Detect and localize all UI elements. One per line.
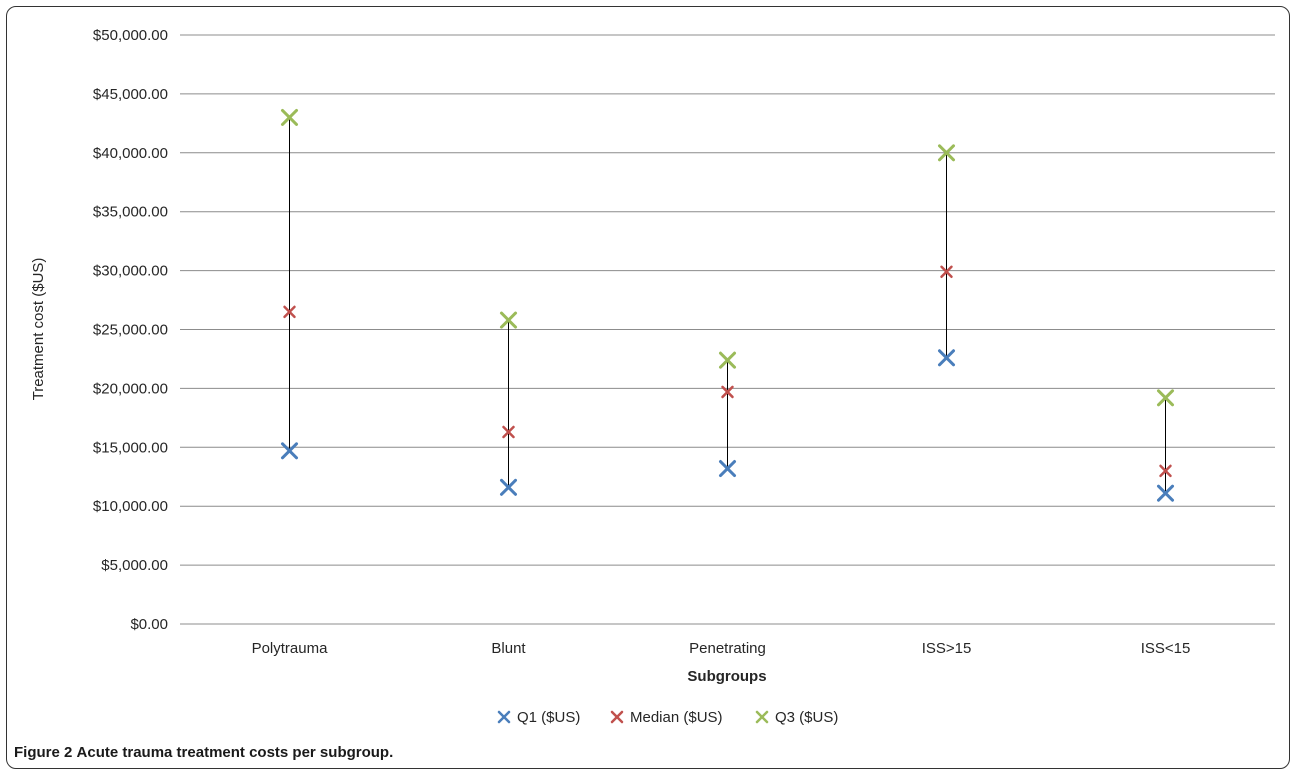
legend-item: Median ($US)	[610, 709, 723, 726]
x-tick-label: Blunt	[491, 640, 526, 657]
data-point	[281, 442, 298, 460]
data-point	[719, 460, 736, 478]
data-point	[500, 478, 517, 496]
data-point	[283, 305, 296, 319]
gridlines	[180, 34, 1275, 625]
legend-label: Median ($US)	[630, 709, 723, 726]
data-markers	[281, 108, 1174, 502]
data-point	[281, 108, 298, 126]
chart: $0.00 $5,000.00 $10,000.00 $15,000.00 $20,00…	[30, 27, 1275, 726]
data-point	[1159, 464, 1172, 478]
y-tick-label: $45,000.00	[93, 86, 168, 103]
y-tick-label: $10,000.00	[93, 498, 168, 515]
figure-frame	[6, 6, 1290, 769]
y-tick-label: $0.00	[130, 616, 168, 633]
data-point	[500, 311, 517, 329]
y-tick-label: $30,000.00	[93, 263, 168, 280]
y-tick-label: $40,000.00	[93, 145, 168, 162]
legend-label: Q1 ($US)	[517, 709, 580, 726]
x-axis-ticks: Polytrauma Blunt Penetrating ISS>15 ISS<15	[252, 640, 1191, 657]
legend: Q1 ($US) Median ($US) Q3 ($US)	[497, 709, 838, 726]
data-point	[938, 144, 955, 162]
y-tick-label: $35,000.00	[93, 204, 168, 221]
y-tick-label: $50,000.00	[93, 27, 168, 44]
y-tick-label: $20,000.00	[93, 380, 168, 397]
caption-label: Figure 2	[14, 744, 73, 761]
y-tick-label: $5,000.00	[101, 557, 168, 574]
x-axis-label: Subgroups	[687, 668, 766, 685]
data-point	[938, 349, 955, 367]
x-tick-label: Polytrauma	[252, 640, 329, 657]
y-tick-label: $25,000.00	[93, 322, 168, 339]
figure-caption: Figure 2 Acute trauma treatment costs pe…	[14, 744, 393, 761]
data-point	[721, 385, 734, 399]
x-tick-label: ISS<15	[1141, 640, 1191, 657]
data-point	[502, 425, 515, 439]
x-tick-label: Penetrating	[689, 640, 766, 657]
data-point	[1157, 484, 1174, 502]
x-tick-label: ISS>15	[922, 640, 972, 657]
legend-item: Q3 ($US)	[755, 709, 838, 726]
y-axis-label: Treatment cost ($US)	[30, 258, 47, 401]
data-point	[1157, 389, 1174, 407]
legend-label: Q3 ($US)	[775, 709, 838, 726]
data-point	[719, 351, 736, 369]
y-tick-label: $15,000.00	[93, 439, 168, 456]
legend-item: Q1 ($US)	[497, 709, 580, 726]
y-axis-ticks: $0.00 $5,000.00 $10,000.00 $15,000.00 $20,00…	[93, 27, 168, 633]
range-lines	[289, 117, 1166, 494]
data-point	[940, 265, 953, 279]
caption-text: Acute trauma treatment costs per subgrou…	[76, 744, 394, 761]
